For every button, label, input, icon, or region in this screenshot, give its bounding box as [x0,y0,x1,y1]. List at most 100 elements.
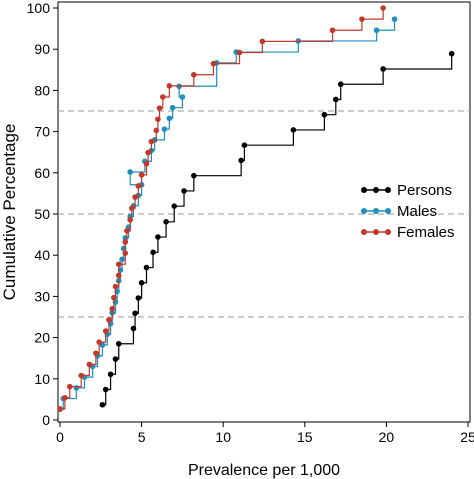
data-point-persons [380,66,386,72]
data-point-males [391,16,398,22]
data-point-persons [102,386,109,393]
y-axis-label: Cumulative Percentage [0,124,19,301]
data-point-females [153,127,160,134]
legend-marker [385,187,391,193]
series-line-persons [102,53,453,406]
x-tick-label: 25 [460,429,474,445]
series-females [57,5,386,412]
data-point-females [112,283,119,290]
legend-marker [373,208,379,214]
data-point-persons [290,127,297,133]
y-tick-label: 0 [42,412,50,428]
data-point-females [160,94,166,100]
legend-marker [385,208,391,214]
data-point-females [191,71,197,78]
data-point-persons [99,401,106,408]
data-point-persons [150,249,156,256]
data-point-females [62,394,68,401]
data-point-females [145,149,151,156]
data-point-females [236,49,243,56]
data-point-females [155,116,161,123]
legend-marker [373,187,379,193]
legend-item-males: Males [361,203,437,220]
data-point-females [127,216,133,223]
data-point-persons [107,371,114,378]
x-tick-label: 5 [138,429,146,445]
data-point-females [93,350,99,357]
data-point-males [373,27,380,34]
x-axis-label: Prevalence per 1,000 [188,462,340,479]
data-point-persons [115,340,122,347]
data-point-females [96,339,102,345]
data-point-males [119,256,125,263]
data-point-persons [138,280,145,286]
legend-marker [385,229,391,235]
data-point-persons [321,111,328,118]
data-point-females [115,261,122,268]
data-point-persons [448,50,455,57]
data-point-females [143,160,150,167]
series-layer [57,5,455,413]
plot-frame [57,1,471,423]
legend-label: Males [397,203,437,220]
data-point-males [166,115,173,122]
y-tick-label: 80 [34,82,50,98]
data-point-females [259,38,266,45]
data-point-females [86,361,93,368]
x-tick-label: 10 [215,429,231,445]
x-tick-label: 0 [56,429,64,445]
legend: Persons Males Females [361,182,455,241]
data-point-females [122,239,129,245]
data-point-males [169,104,176,111]
series-persons [99,50,455,408]
data-point-persons [241,142,248,148]
data-point-females [135,183,142,189]
series-line-females [60,8,384,410]
y-tick-label: 90 [34,41,50,57]
data-point-females [124,228,130,234]
data-point-females [138,172,145,178]
y-tick-label: 10 [34,371,50,387]
data-point-persons [163,219,169,225]
data-point-persons [333,96,339,103]
data-point-persons [135,295,142,301]
data-point-females [106,317,112,323]
x-axis-ticks: 0 5 10 15 20 25 [56,422,474,445]
data-point-females [166,83,173,89]
x-tick-label: 20 [379,429,395,445]
data-point-females [132,194,138,200]
data-point-females [102,328,109,334]
data-point-females [57,406,63,412]
data-point-females [380,5,386,11]
legend-item-persons: Persons [361,182,452,199]
y-tick-label: 20 [34,330,50,346]
data-point-females [66,383,73,390]
data-point-females [359,16,365,22]
data-point-persons [130,325,137,332]
data-point-persons [155,234,161,240]
data-point-females [129,205,135,212]
data-point-females [109,305,116,312]
data-point-females [148,138,155,145]
data-point-females [329,27,336,34]
data-point-males [161,126,168,132]
data-point-persons [132,310,138,317]
y-tick-label: 60 [34,165,50,181]
legend-item-females: Females [361,224,455,241]
data-point-females [156,105,163,111]
legend-label: Females [397,224,455,241]
data-point-persons [171,203,178,209]
data-point-persons [337,81,344,88]
legend-label: Persons [397,182,452,199]
data-point-persons [191,172,197,179]
y-axis-ticks: 0 10 20 30 40 50 60 70 80 90 100 [27,0,58,428]
y-tick-label: 50 [34,206,50,222]
y-tick-label: 70 [34,124,50,140]
data-point-persons [143,264,150,271]
legend-marker [373,229,379,235]
data-point-persons [112,356,119,362]
data-point-males [179,94,186,100]
data-point-persons [181,188,187,194]
data-point-males [127,169,133,175]
